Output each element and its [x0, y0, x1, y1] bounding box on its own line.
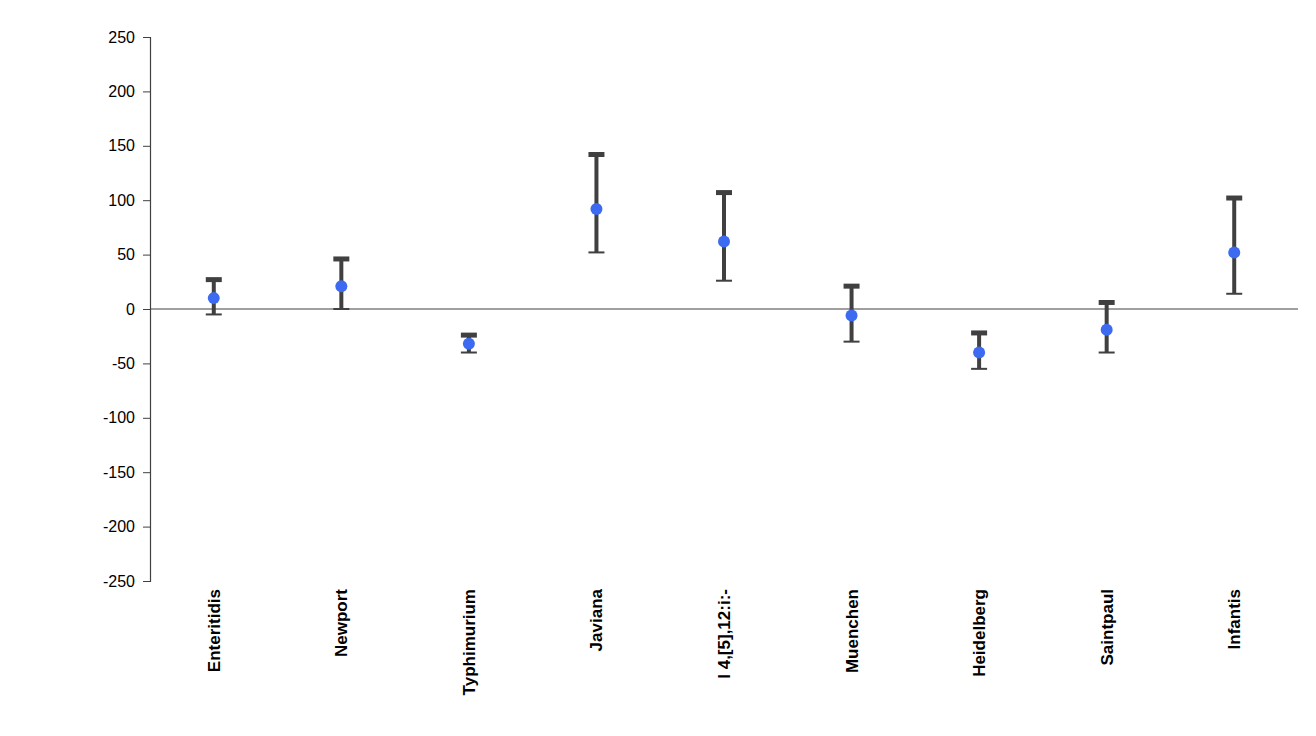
point: [1228, 246, 1240, 258]
error-bar-group: [333, 259, 349, 309]
error-cap-upper: [971, 330, 987, 335]
x-tick-label: Newport: [332, 589, 351, 657]
error-cap-lower: [844, 341, 860, 343]
error-cap-lower: [971, 368, 987, 370]
y-tick-mark: [143, 91, 150, 92]
y-tick-label: -200: [103, 518, 135, 535]
y-axis: -250 -200 -150 -100 -50 0 50 100 150 200 250: [103, 29, 151, 590]
y-tick-label: 50: [117, 246, 135, 263]
x-tick-label: Typhimurium: [460, 589, 479, 695]
error-bar-group: [1226, 198, 1242, 294]
error-cap-lower: [206, 313, 222, 315]
x-axis-line: [150, 308, 1298, 309]
error-cap-upper: [1099, 300, 1115, 305]
point: [973, 347, 985, 359]
error-bar-group: [971, 333, 987, 369]
point: [590, 203, 602, 215]
y-tick: 0: [126, 301, 150, 318]
x-tick-label: Saintpaul: [1098, 589, 1117, 666]
y-tick-mark: [143, 37, 150, 38]
error-cap-lower: [1099, 352, 1115, 354]
error-bar: [1232, 198, 1236, 294]
x-tick: Muenchen: [843, 589, 862, 673]
y-tick: 150: [108, 137, 150, 154]
error-cap-upper: [206, 277, 222, 282]
error-bar-group: [716, 193, 732, 281]
point: [718, 236, 730, 248]
x-tick-label: Heidelberg: [970, 589, 989, 677]
y-tick-label: 100: [108, 192, 135, 209]
point: [463, 338, 475, 350]
x-tick: Newport: [332, 589, 351, 657]
y-tick-mark: [143, 527, 150, 528]
y-tick-label: 200: [108, 83, 135, 100]
x-tick: Heidelberg: [970, 589, 989, 677]
y-tick: -150: [103, 464, 150, 481]
x-axis: Enteritidis Newport Typhimurium Javiana I 4,…: [205, 588, 1244, 695]
plot-area: [206, 155, 1242, 369]
error-cap-upper: [1226, 196, 1242, 201]
error-cap-lower: [333, 308, 349, 310]
y-tick-label: 250: [108, 29, 135, 46]
y-tick: 250: [108, 29, 150, 46]
x-tick-label: Enteritidis: [205, 589, 224, 672]
y-tick-label: 150: [108, 137, 135, 154]
y-tick: 100: [108, 192, 150, 209]
y-tick: -50: [112, 355, 150, 372]
y-tick-label: -50: [112, 355, 135, 372]
y-tick-mark: [143, 363, 150, 364]
error-cap-upper: [844, 284, 860, 289]
chart: -250 -200 -150 -100 -50 0 50 100 150 200 250 Enteri…: [0, 0, 1316, 736]
y-tick-mark: [143, 581, 150, 582]
y-tick-label: -100: [103, 409, 135, 426]
x-tick-label: I 4,[5],12:i:-: [715, 589, 734, 679]
error-bar-group: [588, 155, 604, 253]
error-bar-group: [844, 286, 860, 341]
y-tick-mark: [143, 146, 150, 147]
error-cap-upper: [716, 190, 732, 195]
y-tick: -100: [103, 409, 150, 426]
x-tick: I 4,[5],12:i:-: [715, 589, 734, 679]
point: [335, 280, 347, 292]
point: [208, 292, 220, 304]
error-cap-lower: [716, 280, 732, 282]
x-tick: Saintpaul: [1098, 589, 1117, 666]
y-tick: 200: [108, 83, 150, 100]
x-tick-label: Javiana: [587, 588, 606, 651]
y-tick-label: -250: [103, 573, 135, 590]
error-cap-lower: [1226, 293, 1242, 295]
y-tick-mark: [143, 255, 150, 256]
point: [846, 310, 858, 322]
x-tick: Infantis: [1225, 589, 1244, 649]
x-tick: Javiana: [587, 588, 606, 651]
x-tick-label: Infantis: [1225, 589, 1244, 649]
y-tick-mark: [143, 472, 150, 473]
error-bar-group: [1099, 302, 1115, 352]
y-tick-mark: [143, 200, 150, 201]
y-tick: 50: [117, 246, 150, 263]
error-cap-lower: [461, 352, 477, 354]
y-tick-mark: [143, 309, 150, 310]
error-cap-upper: [588, 152, 604, 157]
error-bar-group: [206, 280, 222, 315]
error-cap-upper: [333, 256, 349, 261]
error-bar-group: [461, 335, 477, 352]
y-tick-label: 0: [126, 301, 135, 318]
error-cap-lower: [588, 251, 604, 253]
y-tick-mark: [143, 418, 150, 419]
y-tick: -200: [103, 518, 150, 535]
y-tick: -250: [103, 573, 150, 590]
x-tick: Typhimurium: [460, 589, 479, 695]
x-tick: Enteritidis: [205, 589, 224, 672]
error-cap-upper: [461, 333, 477, 338]
x-tick-label: Muenchen: [843, 589, 862, 673]
y-tick-label: -150: [103, 464, 135, 481]
point: [1101, 324, 1113, 336]
y-axis-line: [143, 38, 151, 582]
